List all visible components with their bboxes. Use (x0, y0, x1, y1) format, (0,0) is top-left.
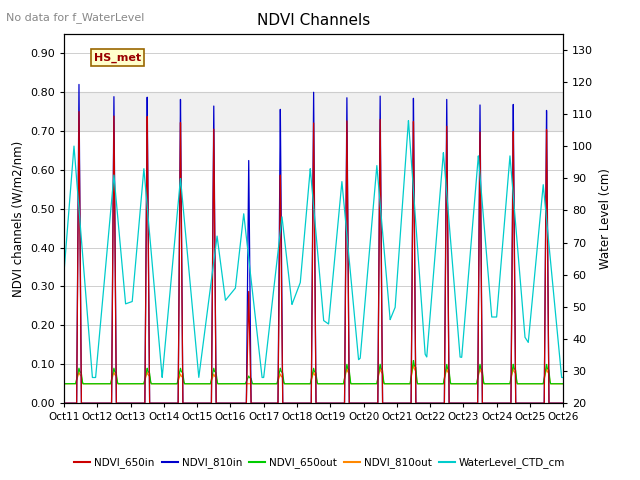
Bar (64, 92, 563, 131)
Text: HS_met: HS_met (94, 52, 141, 63)
Legend: NDVI_650in, NDVI_810in, NDVI_650out, NDVI_810out, WaterLevel_CTD_cm: NDVI_650in, NDVI_810in, NDVI_650out, NDV… (70, 453, 570, 472)
Y-axis label: Water Level (cm): Water Level (cm) (599, 168, 612, 269)
Title: NDVI Channels: NDVI Channels (257, 13, 370, 28)
Text: No data for f_WaterLevel: No data for f_WaterLevel (6, 12, 145, 23)
Y-axis label: NDVI channels (W/m2/nm): NDVI channels (W/m2/nm) (12, 140, 25, 297)
